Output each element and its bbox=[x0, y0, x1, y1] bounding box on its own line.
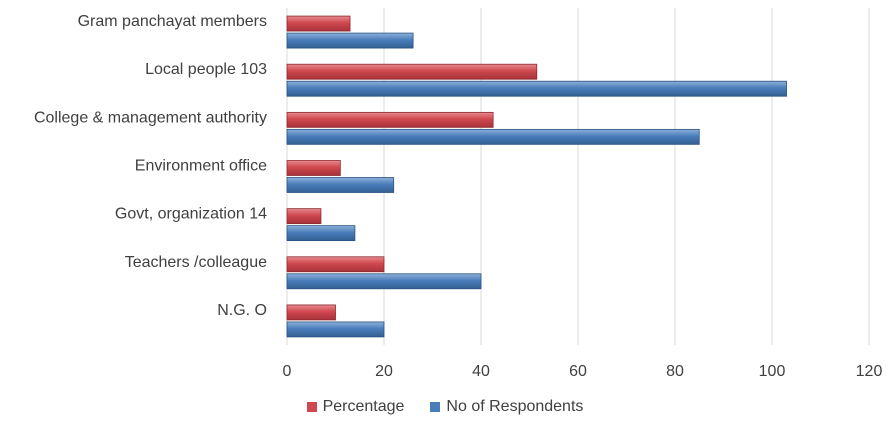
x-tick-labels: 0 20 40 60 80 100 120 bbox=[283, 363, 883, 380]
bar-percentage bbox=[286, 256, 385, 273]
bar-percentage bbox=[286, 208, 322, 225]
bar-percentage bbox=[286, 304, 336, 321]
category-label: N.G. O bbox=[217, 302, 267, 319]
bar-respondents bbox=[286, 225, 356, 242]
bars bbox=[286, 15, 787, 338]
legend-label-respondents: No of Respondents bbox=[446, 398, 584, 415]
bar-respondents bbox=[286, 32, 414, 49]
x-tick-label: 40 bbox=[472, 363, 490, 380]
legend: Percentage No of Respondents bbox=[0, 398, 890, 416]
bar-respondents bbox=[286, 273, 482, 290]
x-tick-label: 100 bbox=[759, 363, 786, 380]
gridlines bbox=[286, 8, 870, 345]
bar-respondents bbox=[286, 177, 395, 193]
legend-swatch-percentage bbox=[306, 402, 317, 412]
category-label: Teachers /colleague bbox=[125, 254, 267, 271]
legend-swatch-respondents bbox=[430, 402, 441, 412]
category-label: College & management authority bbox=[34, 109, 267, 126]
category-label: Govt, organization 14 bbox=[115, 206, 267, 223]
bar-percentage bbox=[286, 63, 538, 80]
x-tick-label: 60 bbox=[569, 363, 587, 380]
x-tick-label: 20 bbox=[375, 363, 393, 380]
category-label: Gram panchayat members bbox=[78, 13, 267, 30]
legend-label-percentage: Percentage bbox=[322, 398, 405, 415]
bar-percentage bbox=[286, 111, 494, 128]
legend-item-percentage: Percentage bbox=[306, 398, 405, 416]
x-tick-label: 120 bbox=[856, 363, 883, 380]
bar-percentage bbox=[286, 160, 341, 176]
x-tick-label: 80 bbox=[666, 363, 684, 380]
category-label: Environment office bbox=[135, 158, 267, 175]
category-label: Local people 103 bbox=[145, 61, 267, 78]
legend-item-respondents: No of Respondents bbox=[430, 398, 583, 416]
bar-respondents bbox=[286, 321, 385, 338]
bar-respondents bbox=[286, 80, 787, 97]
bar-respondents bbox=[286, 128, 700, 145]
category-labels: Gram panchayat members Local people 103 Co… bbox=[34, 13, 267, 319]
bar-percentage bbox=[286, 15, 351, 32]
x-tick-label: 0 bbox=[283, 363, 292, 380]
